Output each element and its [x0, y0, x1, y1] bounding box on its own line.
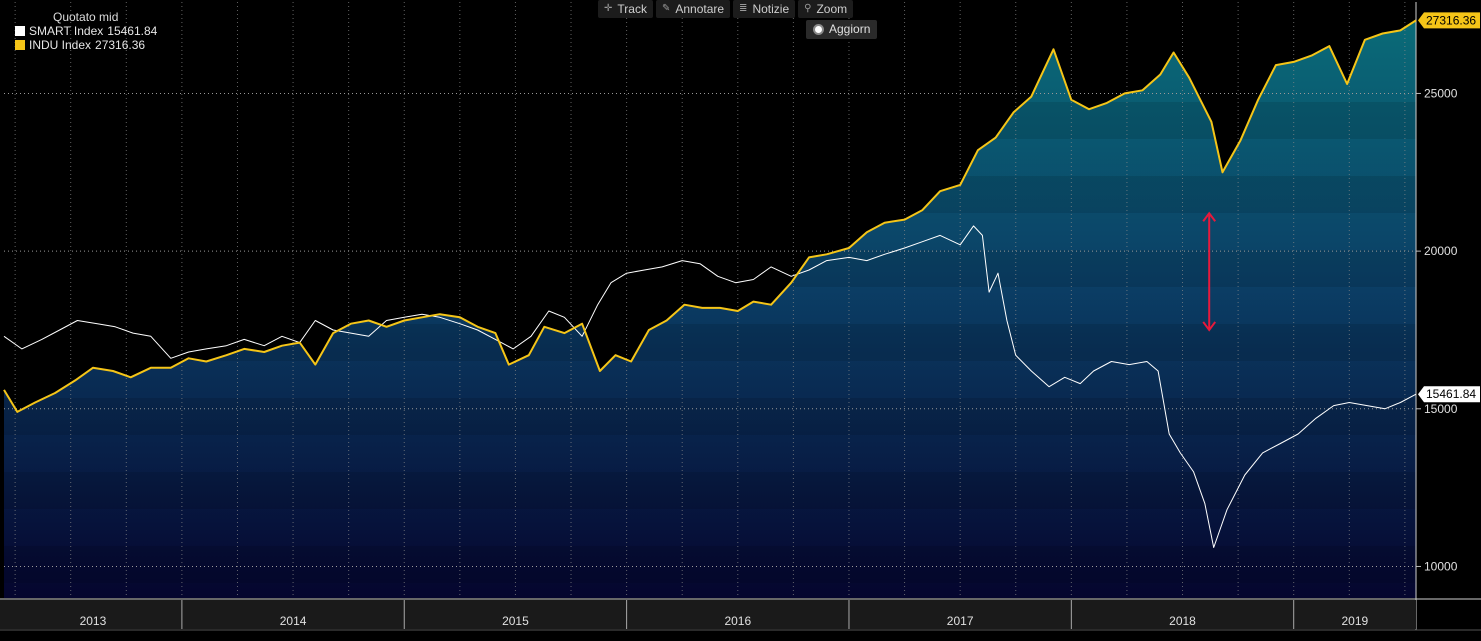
indu-last-value-tag-bg	[1418, 12, 1480, 29]
y-tick-label: 15000	[1424, 402, 1458, 416]
zoom-label: Zoom	[816, 2, 848, 16]
smart-series-line	[3, 225, 1417, 548]
band-stripe	[4, 324, 1416, 361]
band-stripe	[4, 398, 1416, 435]
refresh-dot-icon	[813, 24, 824, 35]
track-label: Track	[617, 2, 647, 16]
crosshair-icon: ✛	[604, 3, 613, 14]
list-icon: ≣	[739, 3, 748, 14]
indu-area-fill	[4, 20, 1416, 598]
x-year-label: 2015	[502, 614, 529, 628]
annotate-button[interactable]: ✎ Annotare	[655, 0, 731, 18]
smart-last-value-tag-text: 15461.84	[1426, 387, 1476, 401]
x-year-label: 2019	[1341, 614, 1368, 628]
indu-series-line	[3, 19, 1417, 413]
legend-swatch-indu	[15, 40, 25, 50]
band-stripe	[4, 250, 1416, 287]
y-tick-label: 20000	[1424, 244, 1458, 258]
indu-last-value-tag-text: 27316.36	[1426, 13, 1476, 27]
track-button[interactable]: ✛ Track	[598, 0, 653, 18]
legend-value-indu: 27316.36	[95, 38, 146, 52]
chart-toolbar: ✛ Track ✎ Annotare ≣ Notizie ⚲ Zoom	[598, 0, 854, 18]
gap-arrow-head-bottom	[1202, 321, 1217, 332]
x-year-label: 2016	[724, 614, 751, 628]
refresh-button[interactable]: Aggiorn	[806, 20, 878, 39]
smart-last-value-tag-bg	[1418, 386, 1480, 403]
x-year-label: 2018	[1169, 614, 1196, 628]
legend-name-indu: INDU Index	[29, 38, 92, 52]
magnifier-icon: ⚲	[804, 3, 812, 14]
x-year-label: 2017	[947, 614, 974, 628]
legend-value-smart: 15461.84	[107, 24, 158, 38]
pencil-icon: ✎	[661, 3, 671, 14]
annotate-label: Annotare	[675, 2, 725, 16]
gap-arrow-head-top	[1202, 211, 1217, 222]
news-button[interactable]: ≣ Notizie	[733, 0, 796, 18]
news-label: Notizie	[752, 2, 790, 16]
band-stripe	[4, 472, 1416, 509]
x-year-label: 2014	[280, 614, 307, 628]
x-year-label: 2013	[80, 614, 107, 628]
legend-item-smart: SMART Index 15461.84	[15, 24, 157, 38]
y-tick-label: 10000	[1424, 559, 1458, 573]
legend: Quotato mid SMART Index 15461.84 INDU In…	[15, 10, 157, 52]
legend-title: Quotato mid	[53, 10, 119, 24]
x-axis-band	[0, 600, 1416, 629]
zoom-button[interactable]: ⚲ Zoom	[798, 0, 854, 18]
refresh-label: Aggiorn	[829, 22, 871, 36]
legend-swatch-smart	[15, 26, 25, 36]
y-tick-label: 25000	[1424, 86, 1458, 100]
band-stripe	[4, 546, 1416, 583]
band-stripe	[4, 176, 1416, 213]
legend-item-indu: INDU Index 27316.36	[15, 38, 157, 52]
legend-name-smart: SMART Index	[29, 24, 104, 38]
fill-area-group	[4, 20, 1416, 598]
